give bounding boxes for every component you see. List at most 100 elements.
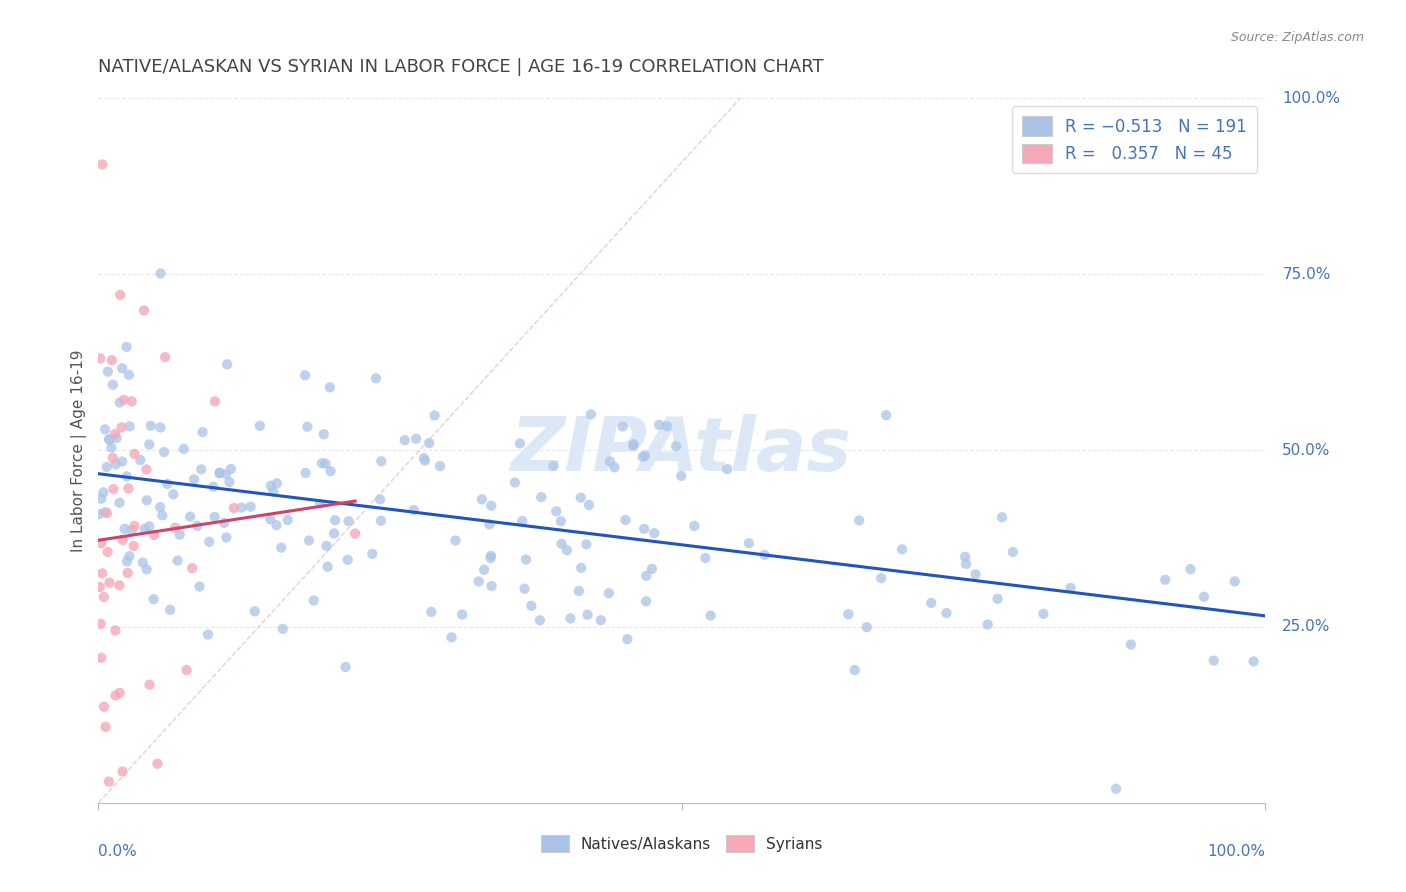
Point — [197, 627, 219, 641]
Point — [108, 288, 131, 302]
Point — [100, 441, 122, 455]
Point — [153, 350, 176, 364]
Point — [118, 368, 141, 382]
Point — [215, 467, 238, 482]
Point — [935, 606, 957, 620]
Point — [217, 357, 239, 371]
Point — [543, 458, 565, 473]
Point — [405, 432, 427, 446]
Point — [1001, 545, 1024, 559]
Point — [429, 459, 451, 474]
Point — [169, 527, 191, 541]
Point — [648, 417, 671, 432]
Point — [599, 454, 621, 468]
Point — [134, 522, 156, 536]
Point — [575, 537, 598, 551]
Point — [699, 608, 721, 623]
Point — [509, 436, 531, 450]
Point — [309, 497, 332, 511]
Point — [202, 480, 225, 494]
Point — [655, 419, 678, 434]
Point — [135, 493, 157, 508]
Point — [135, 562, 157, 576]
Point — [875, 408, 897, 422]
Point — [550, 537, 572, 551]
Point — [568, 583, 591, 598]
Point — [413, 453, 436, 467]
Point — [550, 514, 572, 528]
Point — [149, 500, 172, 514]
Point — [636, 594, 658, 608]
Point — [669, 468, 692, 483]
Point — [142, 528, 165, 542]
Point — [122, 539, 145, 553]
Point — [179, 509, 201, 524]
Point — [96, 460, 118, 475]
Point — [716, 462, 738, 476]
Point — [215, 531, 238, 545]
Point — [364, 371, 387, 385]
Point — [955, 557, 977, 571]
Point — [159, 603, 181, 617]
Point — [118, 419, 141, 434]
Point — [103, 482, 125, 496]
Point — [589, 613, 612, 627]
Point — [1105, 781, 1128, 796]
Point — [298, 533, 321, 548]
Point — [370, 454, 392, 468]
Point — [614, 513, 637, 527]
Point — [260, 478, 283, 492]
Legend: Natives/Alaskans, Syrians: Natives/Alaskans, Syrians — [536, 829, 828, 859]
Point — [98, 433, 121, 447]
Point — [623, 437, 645, 451]
Point — [481, 579, 503, 593]
Point — [162, 487, 184, 501]
Point — [520, 599, 543, 613]
Point — [312, 427, 335, 442]
Point — [108, 578, 131, 592]
Point — [112, 392, 135, 407]
Point — [101, 377, 124, 392]
Point — [311, 456, 333, 470]
Point — [208, 466, 231, 480]
Point — [423, 409, 446, 423]
Point — [754, 548, 776, 562]
Point — [108, 496, 131, 510]
Point — [323, 526, 346, 541]
Point — [633, 522, 655, 536]
Point — [336, 553, 359, 567]
Point — [555, 543, 578, 558]
Point — [104, 624, 127, 638]
Point — [190, 462, 212, 476]
Point — [530, 490, 553, 504]
Point — [297, 419, 319, 434]
Point — [316, 559, 339, 574]
Point — [90, 650, 112, 665]
Point — [848, 513, 870, 527]
Point — [991, 510, 1014, 524]
Point — [90, 491, 112, 506]
Point — [641, 562, 664, 576]
Point — [634, 449, 657, 463]
Point — [546, 504, 568, 518]
Point — [631, 450, 654, 464]
Point — [920, 596, 942, 610]
Point — [479, 549, 502, 563]
Point — [1223, 574, 1246, 589]
Point — [976, 617, 998, 632]
Point — [579, 408, 602, 422]
Point — [173, 442, 195, 456]
Point — [603, 460, 626, 475]
Point — [953, 549, 976, 564]
Point — [146, 756, 169, 771]
Point — [277, 513, 299, 527]
Point — [294, 466, 316, 480]
Point — [121, 523, 143, 537]
Point — [323, 513, 346, 527]
Point — [186, 519, 208, 533]
Point — [478, 517, 501, 532]
Point — [110, 420, 132, 434]
Point — [219, 462, 242, 476]
Point — [97, 774, 120, 789]
Point — [222, 500, 245, 515]
